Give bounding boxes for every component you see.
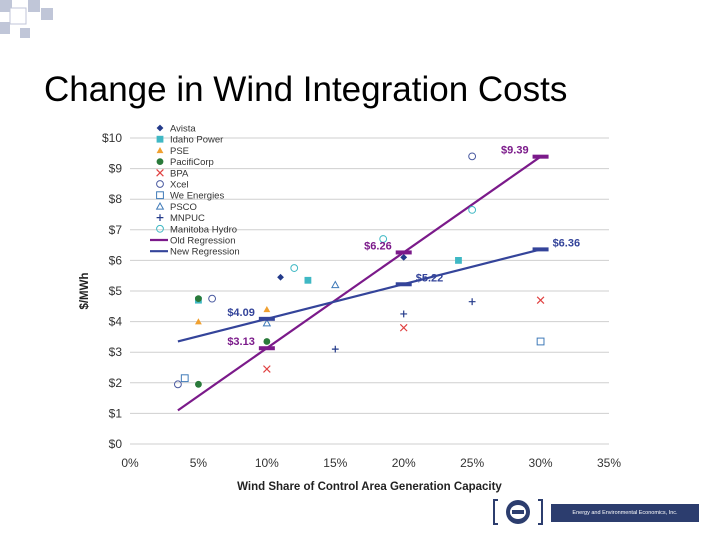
data-point — [277, 273, 284, 281]
data-point — [536, 296, 545, 305]
y-tick-label: $6 — [109, 253, 123, 267]
x-tick-label: 5% — [190, 456, 208, 470]
company-logo — [493, 499, 543, 525]
data-point — [195, 295, 202, 303]
data-point — [195, 318, 202, 325]
annotation-label: $6.36 — [553, 237, 581, 249]
y-axis-label: $/MWh — [79, 272, 91, 309]
x-tick-label: 15% — [323, 456, 347, 470]
x-tick-label: 30% — [529, 456, 553, 470]
annotation-label: $9.39 — [501, 145, 529, 157]
data-point — [331, 345, 339, 353]
annotation-tick — [395, 282, 412, 287]
data-point — [331, 280, 340, 289]
x-tick-label: 10% — [255, 456, 279, 470]
data-point — [468, 206, 477, 214]
annotation-tick — [395, 250, 412, 255]
legend-label: Idaho Power — [170, 135, 223, 146]
annotation-tick — [258, 316, 275, 321]
data-point — [263, 338, 271, 345]
deco-square — [9, 7, 27, 25]
data-point — [399, 323, 408, 332]
x-axis-label: Wind Share of Control Area Generation Ca… — [237, 481, 502, 493]
legend-label: We Energies — [170, 191, 224, 202]
data-point — [400, 310, 408, 318]
legend-marker — [156, 224, 164, 233]
legend-marker — [156, 124, 164, 132]
slide-title: Change in Wind Integration Costs — [44, 70, 568, 109]
data-point — [263, 365, 271, 373]
legend-label: New Regression — [170, 247, 240, 258]
data-point — [263, 305, 271, 313]
deco-square — [0, 0, 12, 12]
data-point — [290, 264, 299, 272]
data-point — [468, 152, 477, 161]
legend-label: Old Regression — [170, 236, 235, 247]
legend-label: Manitoba Hydro — [170, 224, 237, 235]
annotation-tick — [258, 346, 275, 351]
data-point — [379, 235, 388, 243]
legend-marker — [156, 135, 164, 143]
data-point — [262, 318, 272, 327]
legend-label: Xcel — [170, 180, 188, 191]
y-tick-label: $10 — [102, 131, 122, 145]
legend-label: MNPUC — [170, 213, 205, 224]
regression-line — [177, 155, 542, 412]
legend-label: PSCO — [170, 202, 197, 213]
data-point — [400, 253, 408, 261]
y-tick-label: $1 — [109, 406, 123, 420]
y-tick-label: $0 — [109, 437, 123, 451]
x-tick-label: 0% — [121, 456, 139, 470]
y-tick-label: $3 — [109, 345, 123, 359]
y-tick-label: $7 — [109, 223, 123, 237]
data-point — [468, 298, 476, 306]
annotation-label: $6.26 — [364, 240, 392, 252]
x-tick-label: 20% — [392, 456, 416, 470]
y-tick-label: $4 — [109, 315, 123, 329]
legend-marker — [155, 201, 165, 210]
data-point — [208, 294, 217, 303]
annotation-tick — [532, 247, 549, 252]
y-tick-label: $9 — [109, 162, 123, 176]
regression-line — [177, 248, 541, 343]
y-tick-label: $5 — [109, 284, 123, 298]
annotation-label: $3.13 — [227, 336, 255, 348]
annotation-label: $5.22 — [416, 272, 444, 284]
legend-marker — [156, 191, 164, 200]
deco-square — [0, 22, 10, 34]
legend-label: Avista — [170, 124, 196, 135]
data-point — [180, 374, 189, 383]
annotation-tick — [532, 154, 549, 159]
legend-label: BPA — [170, 168, 189, 179]
deco-square — [28, 0, 40, 12]
x-tick-label: 25% — [460, 456, 484, 470]
data-point — [536, 337, 545, 346]
legend-marker — [156, 180, 164, 188]
legend-marker — [156, 158, 164, 166]
legend-marker — [156, 214, 164, 221]
y-tick-label: $8 — [109, 192, 123, 206]
deco-square — [20, 28, 30, 38]
legend-marker — [156, 168, 164, 177]
annotation-label: $4.09 — [227, 307, 255, 319]
data-point — [304, 276, 312, 284]
legend-marker — [156, 147, 164, 154]
logo-text: Energy and Environmental Economics, Inc. — [551, 504, 699, 522]
corner-decoration — [0, 0, 53, 38]
data-point — [174, 380, 182, 389]
legend-label: PacifiCorp — [170, 157, 214, 168]
y-tick-label: $2 — [109, 376, 123, 390]
deco-square — [41, 8, 53, 20]
legend-label: PSE — [170, 146, 189, 157]
x-tick-label: 35% — [597, 456, 621, 470]
data-point — [455, 257, 462, 264]
data-point — [195, 380, 202, 388]
